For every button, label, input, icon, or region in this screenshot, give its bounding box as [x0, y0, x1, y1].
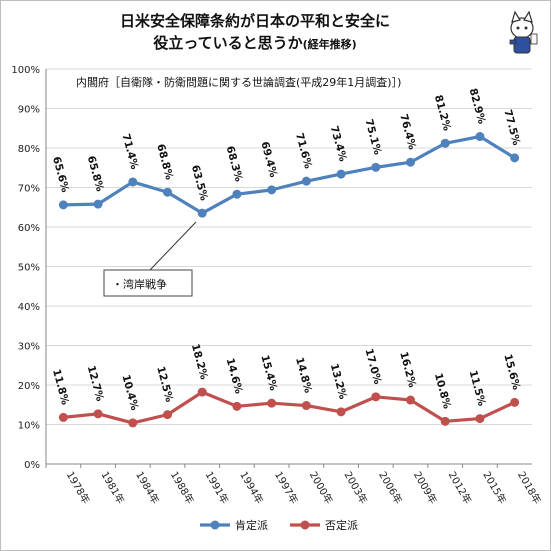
chart-title-main: 役立っていると思うか	[153, 34, 302, 52]
annotation-leader-line	[149, 221, 197, 271]
annotation-text: ・湾岸戦争	[112, 277, 167, 291]
y-tick-label: 60%	[18, 223, 40, 234]
data-point	[336, 169, 346, 179]
data-point	[406, 395, 415, 405]
grid-lines	[45, 68, 532, 465]
series-line-positive	[63, 134, 516, 215]
y-tick-label: 90%	[18, 105, 40, 116]
data-point	[93, 199, 103, 209]
y-tick-label: 50%	[18, 263, 40, 274]
legend-label: 肯定派	[235, 518, 268, 532]
data-point	[406, 157, 415, 167]
data-point	[197, 208, 207, 218]
data-point	[475, 414, 485, 424]
plot-area	[58, 132, 520, 428]
data-point	[301, 401, 311, 411]
data-point	[371, 392, 381, 402]
annotation-box	[103, 269, 193, 297]
series-line-negative	[63, 390, 516, 425]
y-tick-label: 100%	[11, 65, 40, 76]
data-point	[510, 397, 520, 407]
data-point	[301, 176, 311, 186]
legend-label: 否定派	[325, 518, 358, 532]
legend: 肯定派 否定派	[200, 518, 358, 532]
y-tick-label: 20%	[18, 381, 40, 392]
chart-title-line1: 日米安全保障条約が日本の平和と安全に	[120, 12, 390, 30]
y-tick-label: 40%	[18, 302, 40, 313]
data-point	[475, 132, 485, 142]
y-tick-label: 0%	[24, 460, 40, 471]
data-point	[267, 185, 277, 195]
y-tick-label: 30%	[18, 342, 40, 353]
data-point	[197, 387, 207, 397]
data-point	[58, 412, 68, 422]
data-point	[336, 407, 346, 417]
data-point	[163, 187, 172, 197]
data-point	[163, 410, 172, 420]
data-point	[371, 162, 381, 172]
data-point	[128, 177, 138, 187]
data-point	[232, 189, 242, 199]
chart-title-suffix: (経年推移)	[303, 37, 357, 51]
source-note: 内閣府［自衛隊・防衛問題に関する世論調査(平成29年1月調査)］)	[76, 75, 401, 89]
data-point	[440, 138, 450, 148]
data-point	[267, 398, 277, 408]
data-point	[440, 416, 450, 426]
y-tick-label: 80%	[18, 144, 40, 155]
y-axis: 0% 10% 20% 30% 40% 50% 60% 70% 80% 90% 100%	[11, 65, 40, 471]
data-point	[128, 418, 138, 428]
data-point	[510, 153, 520, 163]
data-point	[232, 401, 242, 411]
data-point	[58, 200, 68, 210]
data-point	[93, 409, 103, 419]
legend-swatch-marker	[210, 520, 220, 530]
chart-title-line2: 役立っていると思うか(経年推移)	[153, 34, 356, 52]
y-tick-label: 10%	[18, 421, 40, 432]
y-tick-label: 70%	[18, 184, 40, 195]
mascot-icon	[509, 10, 538, 54]
legend-swatch-marker	[300, 520, 310, 530]
